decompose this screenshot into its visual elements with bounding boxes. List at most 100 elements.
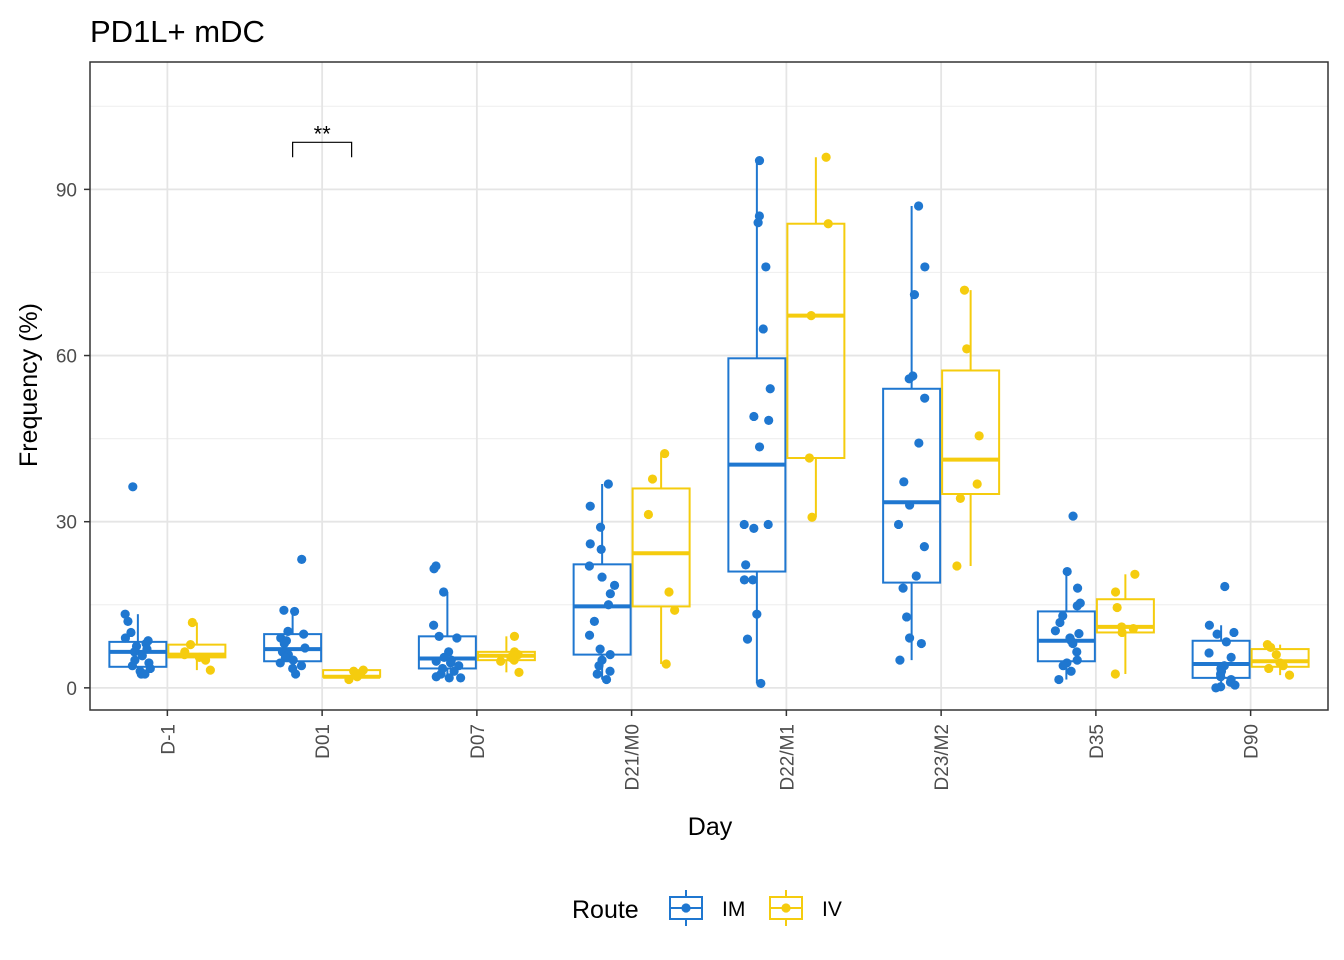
x-tick-label: D23/M2 bbox=[932, 724, 953, 791]
legend-label-IM: IM bbox=[722, 898, 745, 921]
data-point-IV bbox=[643, 509, 654, 520]
box-body bbox=[108, 640, 168, 668]
data-point-IM bbox=[753, 218, 763, 228]
data-point-IM bbox=[765, 384, 775, 394]
data-point-IM bbox=[1211, 683, 1221, 693]
data-point-IM bbox=[1066, 666, 1076, 676]
data-point-IM bbox=[904, 374, 914, 384]
data-point-IM bbox=[911, 571, 921, 581]
data-point-IM bbox=[1074, 628, 1084, 639]
data-point-IV bbox=[509, 631, 520, 641]
data-point-IM bbox=[120, 609, 130, 619]
data-point-IV bbox=[200, 655, 211, 665]
data-point-IM bbox=[594, 661, 604, 671]
data-point-IM bbox=[1058, 661, 1068, 671]
significance-label: ** bbox=[314, 121, 332, 146]
data-point-IM bbox=[120, 633, 131, 643]
data-point-IV bbox=[187, 617, 197, 628]
data-point-IM bbox=[899, 477, 909, 487]
data-point-IM bbox=[445, 658, 456, 668]
data-point-IM bbox=[914, 201, 924, 211]
data-point-IM bbox=[449, 666, 459, 676]
data-point-IM bbox=[279, 605, 289, 615]
data-point-IM bbox=[761, 262, 771, 272]
data-point-IM bbox=[439, 652, 449, 662]
data-point-IM bbox=[444, 673, 454, 683]
data-point-IV bbox=[661, 659, 671, 669]
data-point-IM bbox=[142, 644, 152, 654]
box-IV-D07 bbox=[476, 636, 536, 673]
data-point-IM bbox=[1072, 655, 1082, 665]
data-point-IM bbox=[595, 644, 605, 654]
data-point-IM bbox=[1072, 583, 1083, 593]
data-point-IV bbox=[972, 479, 982, 489]
data-point-IM bbox=[909, 290, 920, 300]
data-point-IM bbox=[296, 661, 307, 671]
data-point-IM bbox=[1226, 652, 1236, 662]
data-point-IM bbox=[275, 658, 285, 668]
data-point-IM bbox=[129, 647, 140, 657]
data-point-IV bbox=[344, 674, 354, 685]
data-point-IM bbox=[128, 482, 138, 492]
data-point-IV bbox=[959, 285, 970, 295]
data-point-IM bbox=[288, 655, 298, 665]
data-point-IV bbox=[185, 640, 196, 650]
legend: Route IM IV bbox=[572, 890, 842, 926]
data-point-IM bbox=[1068, 511, 1078, 521]
data-point-IM bbox=[595, 522, 606, 532]
data-point-IM bbox=[609, 580, 620, 590]
data-point-IM bbox=[904, 633, 915, 643]
data-point-IM bbox=[140, 669, 150, 679]
legend-title: Route bbox=[572, 896, 639, 924]
data-point-IV bbox=[496, 656, 506, 666]
data-point-IM bbox=[1229, 627, 1239, 638]
x-axis-title: Day bbox=[688, 813, 733, 841]
data-point-IM bbox=[763, 519, 773, 530]
data-point-IM bbox=[905, 500, 915, 510]
data-point-IM bbox=[1062, 566, 1072, 577]
data-point-IM bbox=[749, 411, 759, 422]
x-tick-label: D35 bbox=[1087, 724, 1108, 759]
data-point-IM bbox=[431, 656, 441, 666]
box-IV-D23/M2 bbox=[941, 290, 1001, 566]
box-body bbox=[941, 369, 1001, 495]
x-tick-label: D-1 bbox=[158, 724, 179, 755]
data-point-IM bbox=[739, 575, 749, 585]
data-point-IV bbox=[660, 448, 670, 459]
data-point-IM bbox=[1204, 620, 1214, 630]
data-point-IM bbox=[1221, 637, 1231, 647]
box-body bbox=[631, 487, 691, 608]
data-point-IM bbox=[1050, 626, 1060, 636]
data-point-IM bbox=[1054, 674, 1064, 685]
data-point-IM bbox=[605, 666, 615, 676]
data-point-IM bbox=[754, 442, 765, 452]
data-point-IV bbox=[514, 667, 524, 677]
data-point-IM bbox=[431, 672, 441, 682]
box-IV-D35 bbox=[1095, 574, 1155, 674]
legend-label-IV: IV bbox=[822, 898, 842, 921]
data-point-IM bbox=[429, 564, 439, 574]
legend-key-IM bbox=[669, 890, 703, 926]
data-point-IM bbox=[1068, 638, 1078, 649]
data-point-IV bbox=[974, 431, 984, 441]
data-point-IV bbox=[1130, 569, 1140, 579]
data-point-IM bbox=[603, 479, 613, 489]
data-point-IM bbox=[585, 501, 595, 511]
data-point-IV bbox=[1266, 642, 1276, 653]
data-point-IM bbox=[1204, 648, 1214, 658]
data-point-IV bbox=[1284, 670, 1295, 680]
x-tick-label: D21/M0 bbox=[623, 724, 644, 791]
data-point-IM bbox=[434, 631, 444, 641]
legend-key-point bbox=[681, 903, 691, 913]
data-point-IV bbox=[1128, 623, 1138, 634]
data-point-IM bbox=[1220, 581, 1230, 592]
data-point-IM bbox=[452, 633, 462, 643]
legend-key-point bbox=[781, 903, 791, 913]
box-IM-D23/M2 bbox=[882, 206, 942, 661]
box-IV-D21/M0 bbox=[631, 453, 691, 665]
data-point-IM bbox=[429, 620, 439, 630]
y-axis-title: Frequency (%) bbox=[15, 303, 43, 467]
data-point-IM bbox=[749, 523, 759, 533]
data-point-IM bbox=[914, 438, 924, 448]
data-point-IV bbox=[670, 605, 680, 615]
